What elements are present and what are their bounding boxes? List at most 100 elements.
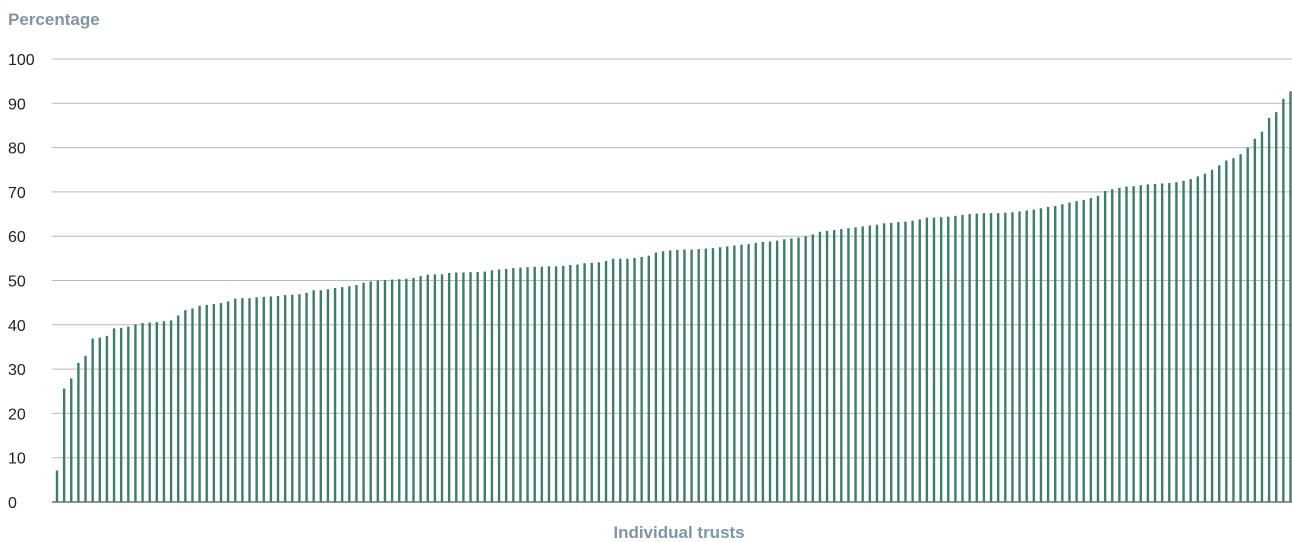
bar: [704, 248, 708, 502]
bar: [226, 301, 230, 502]
bar: [1246, 147, 1249, 502]
bar: [733, 245, 736, 502]
bar: [989, 213, 993, 502]
bar: [369, 281, 372, 502]
bar: [754, 242, 757, 502]
bar: [1203, 173, 1207, 503]
bar: [569, 265, 572, 502]
bar: [647, 255, 650, 502]
bar: [590, 262, 593, 502]
bar: [890, 222, 893, 502]
bar: [141, 323, 144, 502]
bar: [262, 296, 265, 502]
bar: [1260, 131, 1264, 502]
y-tick-label: 30: [8, 362, 26, 379]
bar: [98, 337, 101, 502]
bar: [70, 378, 73, 502]
bar: [1282, 98, 1285, 503]
bar: [1160, 183, 1164, 503]
bar: [162, 321, 166, 502]
bar: [348, 286, 351, 502]
bar: [1232, 158, 1235, 503]
bar: [398, 279, 401, 502]
y-tick-label: 100: [8, 52, 35, 69]
bar: [668, 250, 672, 502]
bar: [547, 266, 551, 502]
bar: [954, 215, 957, 502]
bar: [512, 268, 515, 502]
bar: [383, 280, 387, 502]
bar: [740, 244, 743, 502]
bars: [55, 91, 1292, 503]
bar: [1210, 169, 1214, 502]
bar: [911, 220, 914, 502]
bar: [982, 213, 986, 502]
bar: [1054, 206, 1057, 502]
bar: [775, 240, 779, 502]
bar: [462, 272, 465, 502]
bar: [918, 219, 921, 502]
bar: [861, 226, 864, 502]
bar: [1096, 195, 1100, 502]
bar: [148, 322, 151, 502]
bar: [1118, 187, 1121, 502]
bar: [419, 276, 422, 502]
bar: [1103, 191, 1107, 502]
bar: [611, 258, 615, 502]
y-tick-label: 10: [8, 451, 26, 468]
bar: [1289, 91, 1292, 502]
bar: [390, 279, 394, 502]
bar: [1267, 117, 1271, 503]
y-tick-labels: 0 10 20 30 40 50 60 70 80 90 100: [8, 52, 35, 512]
bar: [1111, 189, 1114, 503]
bar: [1075, 201, 1078, 502]
bar: [904, 221, 907, 502]
bar: [1153, 183, 1157, 502]
bar: [897, 222, 900, 502]
bar: [811, 234, 814, 502]
bar: [847, 228, 850, 503]
bar: [234, 298, 237, 502]
bar: [447, 272, 451, 502]
bar: [376, 280, 380, 502]
bar: [326, 289, 330, 502]
bar: [1061, 204, 1064, 503]
bar: [533, 266, 536, 502]
bar: [640, 257, 643, 502]
bar: [619, 258, 622, 502]
bar: [697, 249, 700, 502]
bar: [1189, 179, 1192, 503]
bar: [562, 265, 565, 502]
bar: [105, 335, 109, 503]
bar: [77, 362, 80, 502]
bar: [255, 297, 258, 502]
bar: [91, 338, 94, 502]
bar: [212, 303, 216, 502]
bar: [440, 274, 444, 502]
bar: [191, 308, 194, 502]
y-tick-label: 40: [8, 318, 26, 335]
gridlines: [52, 58, 1292, 503]
bar: [1225, 160, 1228, 502]
bar: [968, 214, 971, 503]
bar: [597, 262, 601, 502]
bar: [832, 230, 836, 502]
bar: [433, 274, 437, 502]
y-tick-label: 20: [8, 406, 26, 423]
y-tick-label: 50: [8, 274, 26, 291]
bar: [305, 292, 308, 502]
bar: [1046, 206, 1050, 502]
bar: [483, 271, 486, 502]
bar: [112, 328, 116, 502]
bar: [654, 252, 658, 502]
bar: [333, 288, 337, 502]
bar: [526, 267, 529, 502]
bar: [947, 216, 950, 502]
bar: [690, 249, 693, 502]
bar: [291, 294, 294, 502]
bar: [747, 244, 750, 503]
bar: [726, 246, 729, 502]
bar: [283, 295, 287, 502]
bar: [661, 251, 665, 502]
bar: [676, 249, 679, 502]
